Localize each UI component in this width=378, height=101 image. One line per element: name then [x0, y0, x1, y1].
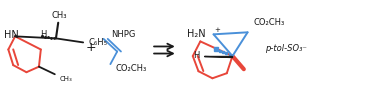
Text: C₆H₅: C₆H₅: [88, 38, 107, 47]
Text: CH₃: CH₃: [60, 76, 73, 82]
Text: NHPG: NHPG: [112, 30, 136, 39]
Text: CO₂CH₃: CO₂CH₃: [253, 18, 285, 27]
Text: p-tol-SO₃⁻: p-tol-SO₃⁻: [265, 44, 307, 53]
Text: HN: HN: [4, 30, 19, 40]
Text: +: +: [214, 27, 220, 33]
Polygon shape: [204, 56, 232, 57]
Text: H: H: [193, 51, 200, 60]
Text: CO₂CH₃: CO₂CH₃: [115, 64, 147, 73]
Text: CH₃: CH₃: [51, 11, 67, 20]
Text: H: H: [40, 30, 46, 39]
Text: +: +: [85, 41, 96, 54]
Text: H₂N: H₂N: [187, 29, 206, 39]
